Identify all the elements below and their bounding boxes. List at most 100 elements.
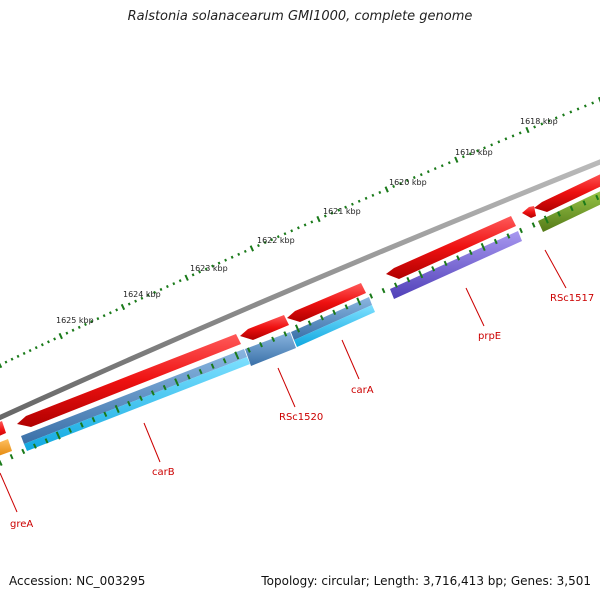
cds-features bbox=[0, 191, 600, 456]
gene-label-prpE: prpE bbox=[478, 331, 501, 342]
cds-carB bbox=[21, 349, 247, 444]
gene-greA-forward bbox=[0, 421, 6, 436]
inner-tick-8 bbox=[91, 416, 96, 423]
outer-tick-65 bbox=[419, 173, 423, 177]
outer-tick-33 bbox=[204, 267, 208, 271]
outer-tick-64 bbox=[412, 176, 416, 180]
outer-tick-67 bbox=[433, 167, 437, 171]
inner-tick-15 bbox=[174, 378, 180, 387]
outer-tick-14 bbox=[83, 322, 87, 327]
outer-tick-27 bbox=[165, 285, 169, 289]
outer-tick-85 bbox=[562, 113, 565, 117]
map-title: Ralstonia solanacearum GMI1000, complete… bbox=[127, 9, 473, 24]
outer-tick-61 bbox=[392, 184, 396, 188]
outer-tick-1 bbox=[4, 360, 8, 364]
outer-tick-5 bbox=[28, 348, 32, 353]
outer-tick-79 bbox=[518, 131, 522, 135]
inner-tick-10 bbox=[114, 404, 120, 414]
inner-tick-27 bbox=[319, 314, 324, 321]
outer-tick-43 bbox=[270, 238, 274, 242]
gene-carB-forward bbox=[17, 334, 241, 427]
scale-label-1624: 1624 kbp bbox=[123, 290, 161, 299]
gene-label-carA: carA bbox=[351, 385, 374, 396]
scale-label-1618: 1618 kbp bbox=[520, 117, 558, 126]
outer-tick-22 bbox=[134, 299, 138, 303]
outer-tick-57 bbox=[364, 196, 368, 200]
gene-label-rsc1517: RSc1517 bbox=[550, 293, 594, 304]
inner-tick-19 bbox=[222, 358, 227, 364]
outer-tick-63 bbox=[405, 179, 409, 183]
inner-tick-18 bbox=[210, 363, 215, 369]
outer-tick-23 bbox=[140, 296, 144, 300]
outer-tick-4 bbox=[22, 351, 26, 356]
outer-tick-69 bbox=[447, 161, 451, 165]
gene-rsc1517-forward bbox=[534, 174, 600, 212]
outer-tick-36 bbox=[224, 258, 228, 262]
inner-tick-42 bbox=[506, 233, 511, 239]
outer-tick-88 bbox=[583, 104, 587, 108]
outer-tick-70 bbox=[454, 156, 459, 163]
inner-tick-30 bbox=[356, 297, 362, 306]
outer-tick-19 bbox=[115, 308, 119, 312]
outer-tick-3 bbox=[16, 354, 20, 358]
outer-tick-11 bbox=[65, 331, 69, 335]
forward-genes bbox=[0, 174, 600, 436]
outer-tick-53 bbox=[337, 208, 341, 212]
inner-tick-1 bbox=[9, 454, 14, 460]
cds-prpE bbox=[390, 231, 522, 299]
outer-tick-6 bbox=[34, 346, 38, 350]
inner-tick-13 bbox=[150, 390, 155, 396]
outer-tick-50 bbox=[316, 215, 321, 223]
inner-tick-5 bbox=[55, 431, 61, 440]
inner-tick-28 bbox=[332, 309, 337, 315]
outer-tick-75 bbox=[490, 143, 494, 147]
outer-tick-39 bbox=[243, 249, 247, 253]
scale-label-1622: 1622 kbp bbox=[257, 236, 295, 245]
outer-tick-68 bbox=[440, 164, 444, 168]
inner-tick-9 bbox=[103, 411, 108, 418]
cds-carA-top bbox=[291, 297, 372, 340]
topology-text: Topology: circular; Length: 3,716,413 bp… bbox=[261, 574, 591, 588]
inner-tick-48 bbox=[582, 200, 587, 206]
gene-rsc1520-forward bbox=[240, 315, 289, 340]
inner-tick-36 bbox=[431, 266, 436, 272]
outer-tick-55 bbox=[350, 202, 354, 206]
gene-labels: greA carB RSc1520 carA prpE RSc1517 bbox=[10, 293, 594, 530]
inner-tick-46 bbox=[557, 211, 561, 217]
leader-carB bbox=[143, 422, 161, 463]
outer-tick-32 bbox=[198, 270, 202, 274]
outer-tick-59 bbox=[378, 190, 382, 194]
inner-tick-40 bbox=[480, 242, 486, 252]
outer-tick-7 bbox=[40, 343, 44, 347]
scale-label-1623: 1623 kbp bbox=[190, 264, 228, 273]
inner-tick-22 bbox=[259, 342, 263, 348]
gene-label-rsc1520: RSc1520 bbox=[279, 412, 323, 423]
cds-rsc1520 bbox=[245, 332, 296, 366]
leader-greA bbox=[0, 472, 18, 513]
outer-tick-28 bbox=[172, 282, 176, 286]
outer-tick-82 bbox=[540, 122, 544, 126]
outer-tick-62 bbox=[399, 182, 402, 186]
inner-tick-4 bbox=[44, 438, 49, 444]
outer-tick-71 bbox=[461, 155, 465, 159]
outer-tick-52 bbox=[330, 211, 334, 215]
outer-tick-45 bbox=[283, 232, 287, 236]
outer-tick-9 bbox=[53, 337, 57, 341]
genome-backbone bbox=[0, 159, 600, 421]
inner-tick-25 bbox=[294, 324, 301, 333]
inner-tick-21 bbox=[246, 347, 251, 353]
inner-tick-14 bbox=[162, 384, 167, 391]
outer-tick-77 bbox=[504, 137, 508, 141]
inner-tick-16 bbox=[186, 374, 191, 380]
inner-tick-6 bbox=[68, 427, 73, 433]
outer-tick-10 bbox=[58, 332, 63, 340]
outer-tick-83 bbox=[547, 119, 551, 123]
outer-tick-80 bbox=[525, 126, 530, 134]
outer-tick-26 bbox=[159, 287, 163, 291]
inner-tick-17 bbox=[198, 368, 203, 375]
outer-tick-48 bbox=[303, 223, 307, 227]
scale-label-1619: 1619 kbp bbox=[455, 148, 493, 157]
inner-tick-34 bbox=[406, 277, 411, 283]
outer-tick-20 bbox=[120, 303, 126, 311]
outer-tick-2 bbox=[10, 357, 14, 361]
